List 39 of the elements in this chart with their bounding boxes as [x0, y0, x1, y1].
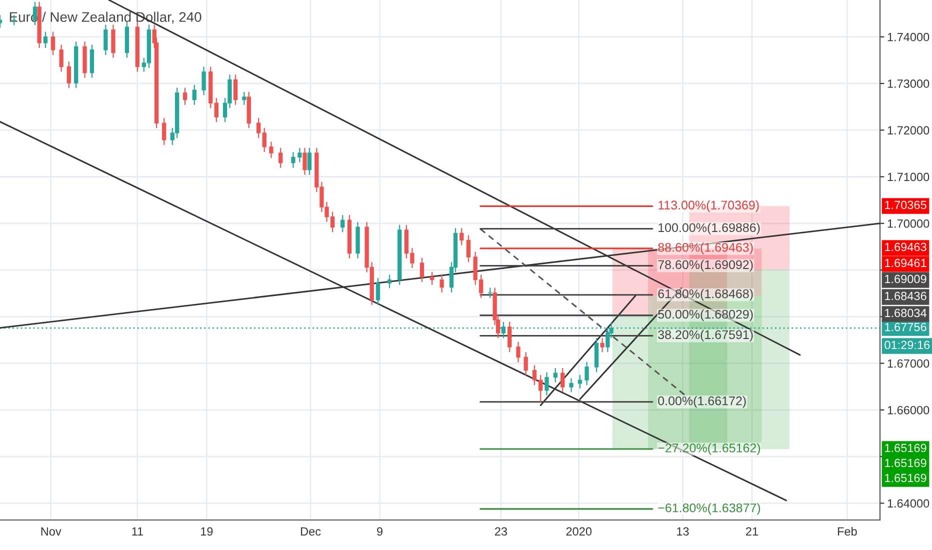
series-label: −27.20%(1.65162) — [658, 443, 760, 455]
text: 1.65169 — [885, 444, 926, 452]
text: 1.69463 — [885, 242, 926, 252]
x-tick-label: 19 — [200, 527, 213, 536]
text: 1.65169 — [885, 474, 926, 482]
text: 1.65169 — [885, 458, 926, 468]
series-label: 38.20%(1.67591) — [658, 330, 753, 342]
series-label: 78.60%(1.69092) — [658, 260, 753, 272]
x-tick-label: 13 — [677, 527, 689, 536]
y-tick-label: 1.67000 — [888, 359, 930, 368]
x-tick-label: 9 — [377, 527, 382, 536]
y-tick-label: 1.64000 — [888, 499, 930, 508]
y-tick-label: 1.70000 — [888, 219, 930, 228]
series-label: 61.80%(1.68468) — [658, 289, 753, 301]
x-tick-label: Nov — [41, 527, 62, 536]
x-tick-label: Feb — [838, 526, 857, 536]
x-tick-label: 11 — [132, 527, 143, 536]
series-label: 88.60%(1.69463) — [658, 242, 753, 254]
text: 1.68034 — [885, 308, 926, 318]
text: 1.69009 — [885, 274, 926, 284]
series-label: −61.80%(1.63877) — [658, 503, 760, 515]
x-tick-label: Dec — [300, 527, 321, 536]
x-tick-label: 2020 — [566, 527, 592, 536]
series-label: 50.00%(1.68029) — [658, 309, 753, 322]
y-tick-label: 1.66000 — [888, 406, 930, 414]
series-label: 113.00%(1.70369) — [658, 200, 759, 212]
y-tick-label: 1.74000 — [888, 32, 930, 42]
text: 1.68436 — [885, 292, 926, 300]
text: 1.70365 — [885, 200, 926, 210]
ref-line-label: 1.67756 — [885, 322, 926, 332]
x-tick-label: 23 — [494, 527, 507, 536]
text: 01:29:16 — [884, 340, 930, 350]
series-label: 100.00%(1.69886) — [658, 222, 760, 235]
series-label: 0.00%(1.66172) — [658, 396, 746, 408]
y-tick-label: 1.73000 — [888, 80, 930, 88]
y-tick-label: 1.72000 — [888, 126, 930, 135]
y-tick-label: 1.71000 — [888, 172, 930, 182]
text: 1.69461 — [885, 258, 926, 268]
x-tick-label: 21 — [746, 527, 758, 536]
